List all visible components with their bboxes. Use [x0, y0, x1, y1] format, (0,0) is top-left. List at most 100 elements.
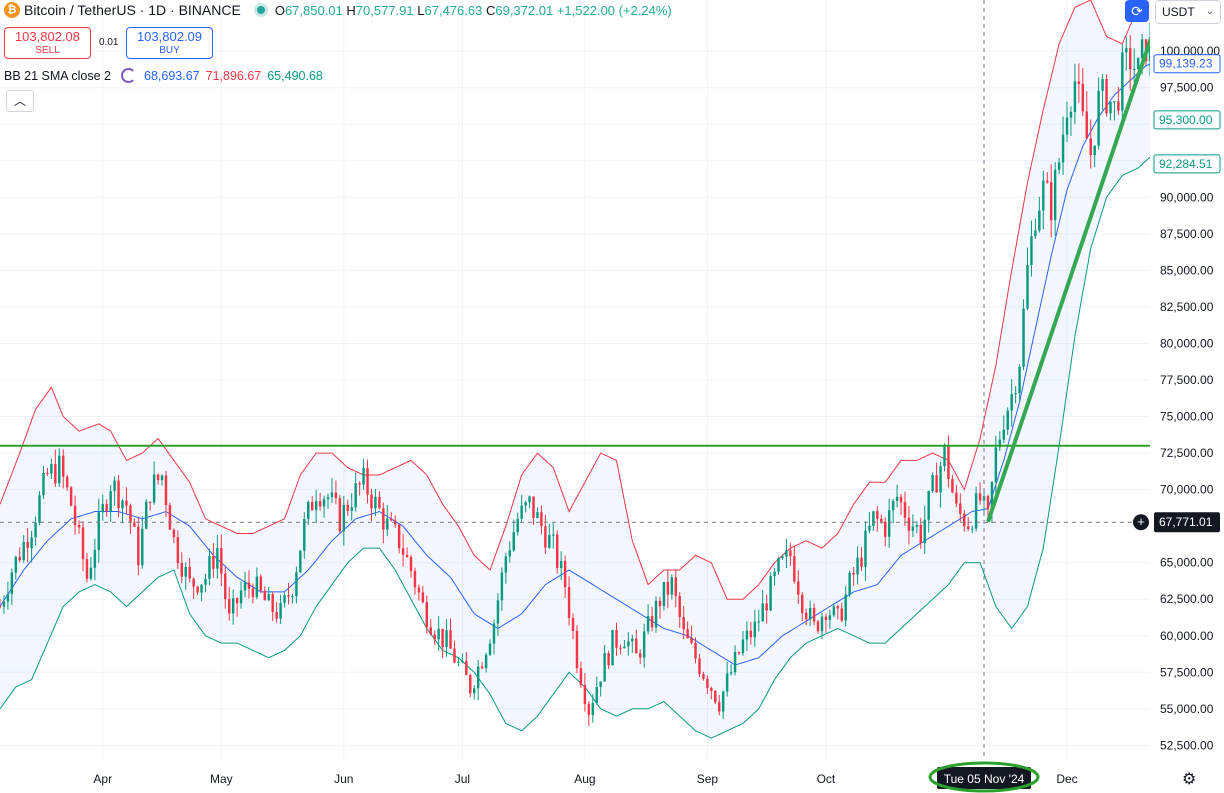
candle: [899, 493, 903, 515]
candle: [484, 652, 488, 673]
candle-body: [473, 688, 476, 694]
candle-body: [247, 582, 251, 589]
candle-body: [1022, 308, 1025, 367]
candle-body: [670, 577, 674, 595]
candle-body: [674, 577, 677, 597]
candle-body: [1053, 169, 1057, 221]
candle-body: [401, 548, 405, 555]
candle-body: [1077, 81, 1081, 84]
candle: [753, 609, 757, 647]
candle: [109, 485, 112, 523]
price-tick-label: 52,500.00: [1160, 738, 1214, 752]
candle: [607, 650, 610, 670]
candle: [623, 639, 626, 649]
candle: [22, 534, 25, 563]
candle-body: [785, 550, 788, 557]
candle: [1042, 170, 1045, 230]
candle: [781, 554, 784, 560]
candle: [642, 623, 646, 668]
candle-body: [73, 505, 77, 526]
candle: [255, 567, 259, 600]
candle-body: [808, 607, 812, 620]
candle-body: [611, 630, 614, 666]
time-tick-label: Sep: [697, 772, 719, 786]
candle-body: [797, 581, 800, 595]
candle-body: [200, 584, 203, 593]
candle-body: [587, 704, 591, 715]
candle: [417, 584, 421, 601]
candle: [2, 595, 6, 614]
settings-button[interactable]: ⚙: [1182, 769, 1196, 789]
candle-body: [666, 581, 670, 595]
candle: [441, 628, 444, 658]
candle: [575, 625, 579, 674]
sync-button[interactable]: ⟳: [1125, 0, 1149, 22]
candle: [188, 558, 191, 583]
sell-button[interactable]: 103,802.08 SELL: [4, 27, 91, 59]
candle: [548, 523, 551, 549]
candle: [848, 570, 851, 598]
candle-body: [46, 472, 49, 474]
candle: [326, 493, 330, 509]
indicator-legend[interactable]: BB 21 SMA close 2 68,693.67 71,896.67 65…: [4, 68, 323, 83]
candle: [89, 557, 93, 581]
time-tick-label: Apr: [93, 772, 112, 786]
candle-body: [591, 703, 595, 715]
candle-body: [955, 492, 958, 504]
candle-body: [172, 529, 176, 538]
candle: [247, 570, 251, 599]
candle: [224, 566, 227, 609]
candle: [310, 496, 314, 511]
candle-body: [895, 496, 899, 501]
symbol-legend[interactable]: ₿ Bitcoin / TetherUS · 1D · BINANCE O67,…: [4, 2, 672, 18]
candle: [152, 461, 156, 505]
price-label-text: 92,284.51: [1159, 157, 1213, 171]
candle-body: [959, 503, 962, 514]
candle: [54, 449, 57, 488]
candle: [599, 681, 602, 697]
candle: [567, 576, 571, 626]
candle: [654, 596, 658, 633]
candle-body: [801, 594, 804, 613]
candle-body: [342, 504, 346, 532]
add-alert-icon[interactable]: [1133, 514, 1149, 531]
candle-body: [263, 590, 267, 601]
candle: [919, 517, 923, 550]
price-tick-label: 72,500.00: [1160, 446, 1214, 460]
candle: [883, 517, 887, 547]
candle-body: [737, 652, 741, 654]
candle: [646, 604, 650, 635]
collapse-legend-button[interactable]: ︿: [6, 90, 34, 112]
candle-body: [757, 621, 760, 623]
candle: [46, 467, 49, 476]
time-tick-label: Jun: [334, 772, 353, 786]
price-tick-label: 97,500.00: [1160, 81, 1214, 95]
candle-body: [595, 687, 598, 704]
candle: [1010, 378, 1013, 427]
candle: [318, 492, 322, 511]
time-axis[interactable]: MarAprMayJunJulAugSepOctDec: [0, 760, 1224, 793]
candle-body: [484, 654, 488, 669]
candle: [370, 488, 373, 521]
price-label-box: [1153, 110, 1221, 130]
candle-body: [220, 548, 223, 574]
candle: [125, 487, 128, 515]
candle: [287, 582, 290, 605]
symbol-title[interactable]: Bitcoin / TetherUS · 1D · BINANCE: [24, 2, 241, 18]
candle-body: [121, 500, 124, 509]
candle-body: [816, 621, 820, 632]
candle: [504, 552, 508, 584]
buy-label: BUY: [159, 45, 180, 56]
candle: [650, 607, 654, 632]
candle-body: [251, 588, 255, 598]
candle: [856, 546, 859, 585]
currency-select[interactable]: USDT ⌄: [1155, 0, 1221, 24]
candle: [540, 505, 543, 535]
buy-button[interactable]: 103,802.09 BUY: [126, 27, 213, 59]
highlight-ellipse-drawing[interactable]: [928, 761, 1040, 793]
candle: [216, 534, 219, 579]
candle: [299, 550, 302, 574]
candle-body: [903, 502, 907, 518]
candle: [840, 602, 843, 623]
